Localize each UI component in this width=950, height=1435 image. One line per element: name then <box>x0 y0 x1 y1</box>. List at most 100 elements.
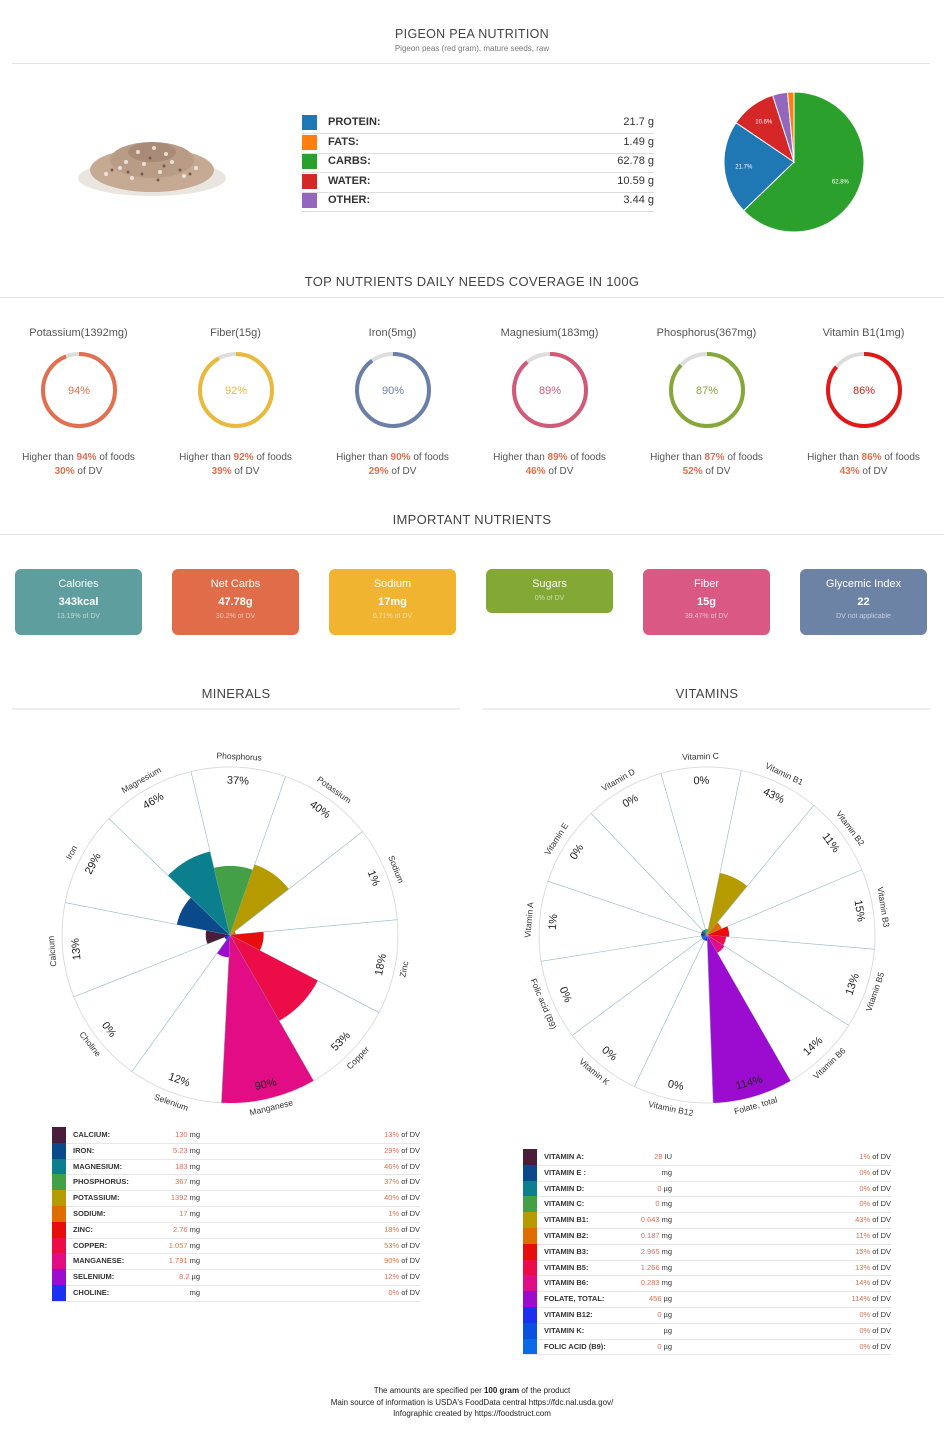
dv-text: of DV <box>399 1130 420 1139</box>
table-name: VITAMIN B3: <box>544 1246 589 1256</box>
polar-spoke <box>706 934 714 1103</box>
macro-row: FATS: 1.49 g <box>302 134 654 154</box>
table-row: VITAMIN B1: 0.643 mg 43% of DV <box>523 1212 891 1229</box>
table-name: COPPER: <box>73 1240 108 1250</box>
table-dv: 11% of DV <box>856 1231 891 1240</box>
macro-swatch <box>302 193 317 208</box>
minerals-polar-chart: Calcium 13%Iron 29%Magnesium46%Phosphorus3… <box>46 750 411 1117</box>
amount-unit: mg <box>661 1231 672 1240</box>
macro-value: 10.59 g <box>617 174 654 187</box>
coverage-title: TOP NUTRIENTS DAILY NEEDS COVERAGE IN 10… <box>304 274 640 289</box>
table-dv: 0% of DV <box>859 1199 891 1208</box>
dv-text: of DV <box>399 1240 420 1250</box>
amount-value: 1392 <box>170 1193 188 1203</box>
table-row: VITAMIN E : mg 0% of DV <box>523 1164 891 1182</box>
amount-unit: mg <box>189 1177 200 1187</box>
table-dv: 13% of DV <box>855 1263 891 1272</box>
table-name: CALCIUM: <box>73 1130 111 1139</box>
polar-wedge <box>230 931 236 935</box>
gauge-higher-text: Higher than 90% of foods <box>314 452 471 463</box>
dv-value: 0% <box>388 1288 400 1297</box>
gauge-dv-value: 29% <box>368 466 389 477</box>
gauge-highlight: 90% <box>390 452 411 463</box>
table-dv: 14% of DV <box>855 1278 891 1287</box>
coverage-gauge: Magnesium(183mg) 89% Higher than 89% of fo… <box>471 327 628 477</box>
amount-unit: mg <box>189 1256 200 1266</box>
polar-wedge <box>707 872 748 935</box>
amount-unit: mg <box>661 1246 672 1256</box>
table-amount: µg <box>662 1326 673 1335</box>
table-swatch <box>523 1149 537 1165</box>
table-amount: 0.643 mg <box>641 1215 672 1224</box>
table-swatch <box>52 1221 66 1238</box>
dv-value: 46% <box>384 1161 400 1171</box>
gauge-text: Higher than <box>493 452 548 463</box>
polar-spoke <box>108 818 231 936</box>
table-row: MANGANESE: 1.791 mg 90% of DV <box>52 1253 420 1271</box>
polar-wedge <box>216 935 230 958</box>
amount-unit: mg <box>189 1224 200 1234</box>
gauge-text: of foods <box>410 452 449 463</box>
amount-unit: µg <box>663 1183 673 1193</box>
table-name: IRON: <box>73 1145 95 1155</box>
dv-value: 13% <box>855 1262 871 1272</box>
minerals-title: MINERALS <box>201 686 271 701</box>
gauge-text: of foods <box>567 452 606 463</box>
coverage-gauge: Fiber(15g) 92% Higher than 92% of foods 39%… <box>157 327 314 477</box>
table-dv: 0% of DV <box>859 1168 891 1177</box>
polar-spoke <box>221 934 231 1103</box>
amount-unit: mg <box>189 1209 200 1218</box>
gauge-dv-text: 29% of DV <box>314 466 471 477</box>
table-dv: 0% of DV <box>859 1184 891 1193</box>
polar-wedge <box>176 897 230 935</box>
table-row: VITAMIN K: µg 0% of DV <box>523 1322 891 1340</box>
table-amount: 1.057 mg <box>169 1241 200 1250</box>
amount-value: 8.2 <box>179 1272 190 1282</box>
dv-text: of DV <box>399 1209 420 1218</box>
polar-wedge <box>707 926 730 937</box>
table-amount: 0 mg <box>655 1199 672 1208</box>
amount-unit: IU <box>664 1152 673 1161</box>
macro-name: CARBS: <box>328 155 371 167</box>
gauge-text: Higher than <box>22 452 77 463</box>
gauge-higher-text: Higher than 86% of foods <box>785 452 942 463</box>
footer-line-2: Main source of information is USDA's Foo… <box>330 1397 614 1407</box>
polar-spoke <box>229 831 363 936</box>
amount-unit: mg <box>661 1215 672 1225</box>
dv-text: of DV <box>399 1145 420 1155</box>
table-amount: 2.965 mg <box>641 1247 672 1256</box>
amount-value: 2.76 <box>172 1224 188 1234</box>
table-swatch <box>52 1237 66 1254</box>
divider <box>0 534 944 535</box>
amount-value: 17 <box>179 1209 188 1218</box>
amount-unit: µg <box>663 1310 673 1319</box>
polar-spoke <box>131 934 231 1072</box>
table-name: VITAMIN C: <box>544 1199 585 1209</box>
table-dv: 114% of DV <box>852 1294 891 1303</box>
card-value: 47.78g <box>218 596 253 608</box>
polar-value-label: 37% <box>227 775 250 788</box>
table-swatch <box>52 1142 66 1159</box>
polar-wedge <box>168 851 230 935</box>
dv-text: of DV <box>870 1231 891 1240</box>
gauge-percent: 86% <box>852 385 874 397</box>
macro-row: WATER: 10.59 g <box>302 173 654 193</box>
table-swatch <box>52 1158 66 1175</box>
gauge-text: of foods <box>96 452 135 463</box>
macro-row: OTHER: 3.44 g <box>302 192 654 212</box>
gauge-text: Higher than <box>336 452 391 463</box>
amount-value: 28 <box>654 1152 663 1161</box>
footer-text: of the product <box>519 1386 571 1395</box>
polar-spoke <box>590 813 708 936</box>
card-value: 15g <box>697 596 716 608</box>
dv-value: 11% <box>855 1231 871 1240</box>
polar-spoke <box>572 934 708 1036</box>
dv-text: of DV <box>870 1199 891 1209</box>
gauge-title: Fiber(15g) <box>210 327 261 339</box>
table-dv: 18% of DV <box>384 1225 420 1234</box>
amount-value: 367 <box>175 1177 188 1187</box>
dv-text: of DV <box>399 1161 420 1171</box>
table-dv: 15% of DV <box>855 1247 891 1256</box>
gauge-dv-value: 30% <box>54 466 75 477</box>
dv-text: of DV <box>870 1262 891 1272</box>
